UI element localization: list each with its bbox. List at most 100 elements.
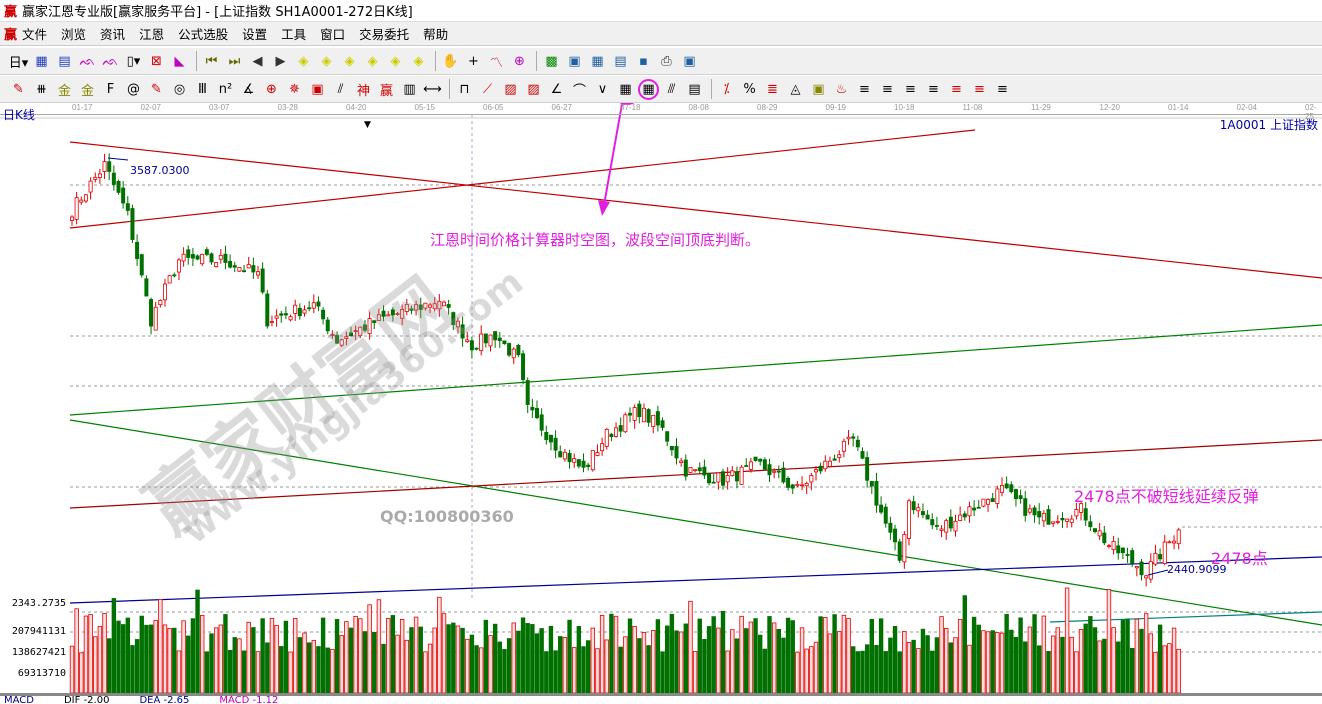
flag-icon[interactable]: ◣ [174,53,185,69]
print-icon[interactable]: ⎙ [661,53,672,69]
candle-body [879,504,884,513]
gann-square-icon[interactable]: ▨ [504,81,517,97]
menu-item[interactable]: 帮助 [423,27,449,42]
menu-item[interactable]: 交易委托 [359,27,410,42]
line-5-icon[interactable]: ≡ [951,81,962,97]
gann-icon[interactable]: ⊠ [151,53,162,69]
candle-body [1162,541,1167,564]
square-icon[interactable]: ▣ [311,81,324,97]
expand-icon[interactable]: ◈ [344,53,355,69]
marker-icon[interactable]: ✎ [151,81,162,97]
menu-item[interactable]: 窗口 [320,27,346,42]
line-icon[interactable]: ≡ [859,81,870,97]
wave-icon[interactable]: 〽 [489,55,503,71]
first-icon[interactable]: ⏮ [205,53,218,69]
spiral-icon[interactable]: @ [127,81,140,97]
ruler-icon[interactable]: ▤ [688,81,701,97]
hand-icon[interactable]: ✋ [442,53,459,69]
time-grid-icon[interactable]: ▦ [619,81,632,97]
dropdown-marker-icon[interactable]: ▼ [364,120,371,130]
macd-indicator-bar[interactable]: MACD DIF -2.00 DEA -2.65 MACD -1.12 [0,693,1322,704]
gift-icon[interactable]: ⊕ [514,53,525,69]
fan-lines-icon[interactable]: ⫻ [667,81,676,97]
table-icon[interactable]: ▦ [591,53,604,69]
arrow-head-icon [598,200,610,216]
line-4-icon[interactable]: ≡ [928,81,939,97]
volume-bar [232,637,237,694]
list-icon[interactable]: ▤ [614,53,627,69]
box-2-icon[interactable]: ▣ [812,81,825,97]
volume-bar [716,627,721,694]
export-icon[interactable]: ▣ [683,53,696,69]
volume-bar [785,617,791,694]
volume-bar [125,617,130,694]
star-icon[interactable]: ✵ [289,81,300,97]
volume-bar [427,643,433,694]
menu-item[interactable]: 设置 [242,27,268,42]
percent-icon[interactable]: % [743,81,756,97]
line-7-icon[interactable]: ≡ [997,81,1008,97]
space-time-calculator-icon[interactable]: ▦ [638,78,659,100]
line-6-icon[interactable]: ≡ [974,81,985,97]
menu-item[interactable]: 公式选股 [178,27,229,42]
line-2-icon[interactable]: ≡ [882,81,893,97]
calendar-icon[interactable]: ▣ [568,53,581,69]
grid-red-icon[interactable]: ≣ [767,81,778,97]
kline-chart[interactable] [0,103,1322,704]
indicator-9-icon[interactable]: ᨒ [102,53,119,69]
menu-item[interactable]: 文件 [22,27,48,42]
line-3-icon[interactable]: ≡ [905,81,916,97]
zoom-in-icon[interactable]: ◈ [390,53,401,69]
candle-body [902,534,907,563]
target-icon[interactable]: ⊕ [266,81,277,97]
candle-body [893,528,898,543]
angle-icon[interactable]: ∡ [242,81,255,97]
fib-icon[interactable]: F [106,81,115,97]
pen-icon[interactable]: ✎ [13,81,24,97]
last-icon[interactable]: ⏭ [228,53,241,69]
candle-type-icon[interactable]: ▯▾ [126,53,141,69]
n2-icon[interactable]: n² [218,81,233,97]
volume-bar [576,626,582,694]
right-icon[interactable]: ▶ [275,53,286,69]
volume-bar [883,651,888,694]
win-icon[interactable]: 赢 [379,83,393,99]
zoom-left-icon[interactable]: ◈ [298,53,309,69]
menu-item[interactable]: 工具 [281,27,307,42]
left-icon[interactable]: ◀ [252,53,263,69]
candle-body [311,302,316,309]
parallel-lines-icon[interactable]: ⧻ [36,81,47,97]
lines-icon[interactable]: Ⅲ [198,81,207,97]
volume-axis-label: 138627421 [11,647,66,658]
gold-line-icon[interactable]: 金 [57,83,71,99]
document-icon[interactable]: ▤ [58,53,71,69]
zoom-out-icon[interactable]: ◈ [413,53,424,69]
triangle-icon[interactable]: ◬ [790,81,801,97]
box-icon[interactable]: ⊓ [459,81,470,97]
circle-ruler-icon[interactable]: ◎ [173,81,186,97]
period-day-icon[interactable]: 日▾ [8,55,29,71]
fire-icon[interactable]: ♨ [835,81,848,97]
menu-item[interactable]: 江恩 [139,27,165,42]
percent-slash-icon[interactable]: ⁒ [723,81,730,97]
width-icon[interactable]: ⟷ [423,81,442,97]
menu-item[interactable]: 资讯 [100,27,126,42]
gold-line-2-icon[interactable]: 金 [80,83,94,99]
crosshair-icon[interactable]: + [468,53,479,69]
save-icon[interactable]: ▪ [639,53,648,69]
calculator-icon[interactable]: ▩ [545,53,558,69]
zigzag-icon[interactable]: ∨ [597,81,608,97]
gann-box-icon[interactable]: ▨ [527,81,540,97]
fan-icon[interactable]: ⟋ [482,81,493,97]
vertical-lines-icon[interactable]: ⫽ [337,81,344,97]
shrink-icon[interactable]: ◈ [367,53,378,69]
volume-bar [762,648,768,694]
kline-chart-icon[interactable]: ▦ [35,53,48,69]
angle-line-icon[interactable]: ∠ [550,81,563,97]
god-icon[interactable]: 神 [356,83,370,99]
arc-icon[interactable]: ⌒ [572,83,586,99]
indicator-3-icon[interactable]: ᨒ [79,53,96,69]
zoom-right-icon[interactable]: ◈ [321,53,332,69]
menu-item[interactable]: 浏览 [61,27,87,42]
grid-icon[interactable]: ▥ [403,81,416,97]
